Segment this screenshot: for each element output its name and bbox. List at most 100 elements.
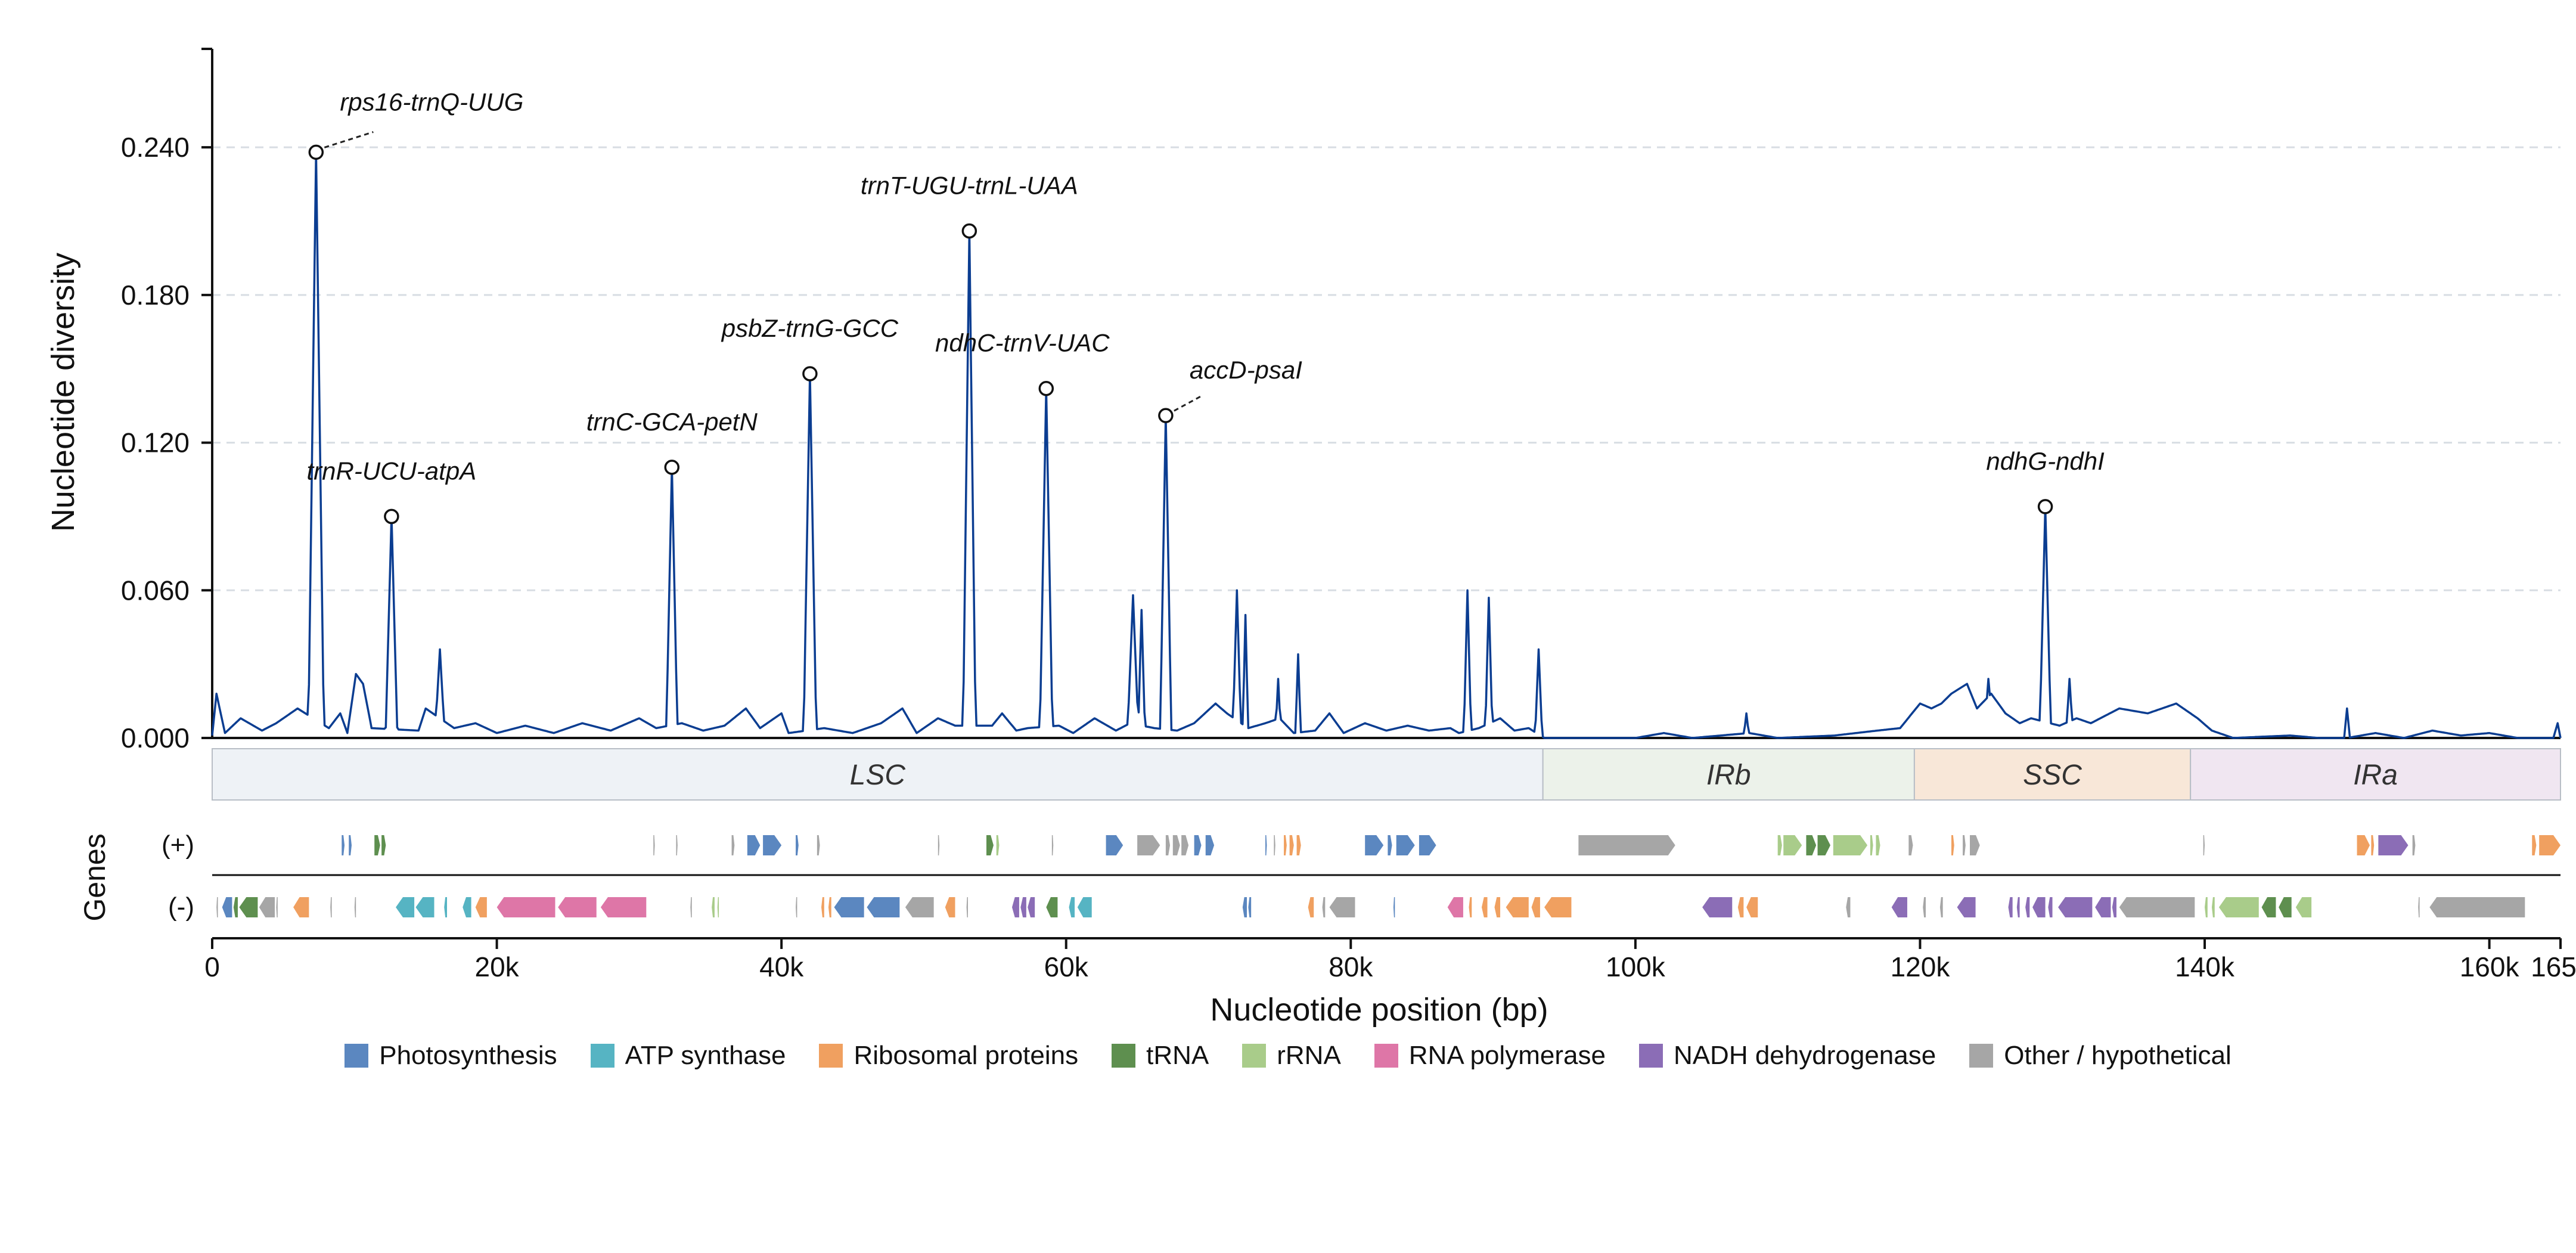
peak-leader-line: [1174, 394, 1203, 412]
gene-block: [2203, 835, 2205, 855]
gene-block: [1737, 897, 1744, 917]
gene-block: [1205, 835, 1215, 855]
legend-label: Other / hypothetical: [2004, 1041, 2232, 1070]
gene-block: [1870, 835, 1873, 855]
peak-marker: [1038, 380, 1054, 396]
gene-block: [558, 897, 597, 917]
minus-strand-label: (-): [168, 892, 194, 922]
gene-block: [216, 897, 218, 917]
gene-block: [1046, 897, 1058, 917]
gene-block: [2112, 897, 2116, 917]
gene-block: [1846, 897, 1851, 917]
legend-item: Ribosomal proteins: [819, 1041, 1078, 1071]
peak-label: accD-psaI: [1190, 356, 1302, 384]
y-tick-label: 0.060: [121, 575, 190, 606]
peak-marker: [1158, 408, 1174, 423]
gene-block: [2412, 835, 2416, 855]
gene-block: [1746, 897, 1758, 917]
diversity-line: [211, 151, 2562, 739]
gene-block: [1265, 835, 1267, 855]
gene-block: [1817, 835, 1831, 855]
peak-marker: [308, 144, 324, 160]
x-tick-label: 60k: [1044, 951, 1089, 982]
gene-block: [1578, 835, 1675, 855]
gene-block: [2025, 897, 2030, 917]
gene-block: [475, 897, 487, 917]
x-tick-label: 20k: [474, 951, 519, 982]
gene-block: [2095, 897, 2111, 917]
gene-block: [2218, 897, 2259, 917]
gene-block: [966, 897, 968, 917]
legend-swatch: [590, 1044, 614, 1068]
gene-block: [2261, 897, 2276, 917]
gene-block: [2058, 897, 2093, 917]
gene-block: [1891, 897, 1907, 917]
gene-block: [996, 835, 1000, 855]
peak-marker: [802, 366, 818, 382]
gene-block: [731, 835, 735, 855]
peak-marker: [664, 460, 680, 475]
gene-block: [374, 835, 380, 855]
genes-track-label: Genes: [78, 833, 111, 921]
peak-label: rps16-trnQ-UUG: [340, 88, 523, 116]
gene-block: [1506, 897, 1529, 917]
gene-block: [747, 835, 761, 855]
gene-block: [1194, 835, 1202, 855]
gene-block: [293, 897, 309, 917]
gene-block: [2048, 897, 2053, 917]
gene-block: [239, 897, 258, 917]
gene-block: [1329, 897, 1355, 917]
gene-block: [2371, 835, 2375, 855]
y-tick-label: 0.000: [121, 722, 190, 753]
gene-block: [828, 897, 831, 917]
peak-label: ndhG-ndhI: [1986, 447, 2105, 475]
legend-item: rRNA: [1242, 1041, 1341, 1071]
gene-block: [2205, 897, 2208, 917]
gene-block: [1393, 897, 1395, 917]
legend-label: Ribosomal proteins: [854, 1041, 1079, 1070]
gene-block: [834, 897, 864, 917]
region-ira: [2190, 748, 2562, 801]
gene-block: [1308, 897, 1314, 917]
x-tick-label: 140k: [2175, 951, 2235, 982]
diversity-series: [211, 151, 2562, 739]
legend-label: rRNA: [1277, 1041, 1341, 1070]
gene-block: [763, 835, 782, 855]
peak-annotations: rps16-trnQ-UUG trnR-UCU-atpA trnC-GCA-petN…: [307, 88, 2105, 525]
gene-block: [1172, 835, 1180, 855]
region-label: SSC: [2023, 759, 2082, 791]
gene-block: [1939, 897, 1943, 917]
y-tick-label: 0.180: [121, 280, 190, 311]
gene-block: [2429, 897, 2525, 917]
y-tick-label: 0.120: [121, 427, 190, 458]
gene-block: [2032, 897, 2046, 917]
gene-block: [1806, 835, 1817, 855]
peak-marker: [2037, 499, 2053, 514]
gene-block: [222, 897, 232, 917]
region-label: IRa: [2353, 759, 2398, 791]
gene-block: [712, 897, 715, 917]
gene-block: [496, 897, 555, 917]
gene-block: [1322, 897, 1326, 917]
legend-swatch: [1638, 1044, 1663, 1068]
legend-label: Photosynthesis: [379, 1041, 557, 1070]
gene-block: [1970, 835, 1980, 855]
region-label: IRb: [1706, 759, 1751, 791]
x-tick-label: 40k: [759, 951, 804, 982]
gene-block: [1531, 897, 1540, 917]
gene-block: [938, 835, 940, 855]
gene-block: [2008, 897, 2013, 917]
gene-block: [2279, 897, 2292, 917]
gene-block: [796, 897, 797, 917]
gene-block: [1051, 835, 1054, 855]
gene-block: [1963, 835, 1966, 855]
gene-block: [463, 897, 471, 917]
gene-block: [1908, 835, 1913, 855]
gene-block: [381, 835, 386, 855]
x-tick-label: 120k: [1891, 951, 1951, 982]
y-tick-label: 0.240: [121, 132, 190, 163]
gene-block: [817, 835, 820, 855]
gene-block: [1181, 835, 1189, 855]
x-tick-label: 0: [204, 951, 220, 982]
gene-block: [1447, 897, 1463, 917]
